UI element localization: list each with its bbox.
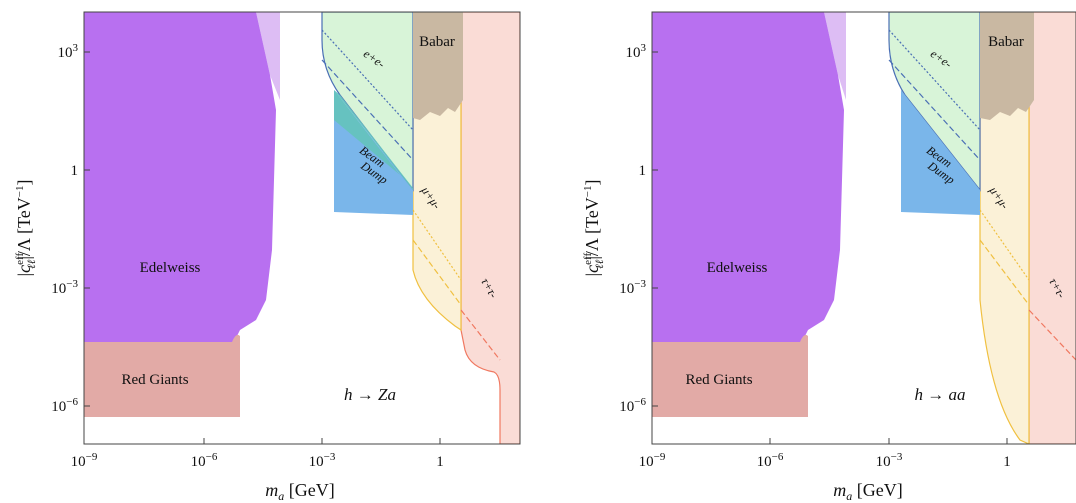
tautau-region-right bbox=[1028, 12, 1076, 444]
ee-dotted-line bbox=[321, 29, 414, 131]
edelweiss-region bbox=[84, 12, 276, 342]
right-ytick-1: 1 bbox=[639, 163, 647, 179]
mumu-region-right bbox=[979, 12, 1030, 444]
beam-dump-overlap-2 bbox=[334, 90, 400, 175]
left-axes-frame bbox=[83, 11, 521, 445]
left-xtick-1e-3: 10−3 bbox=[309, 451, 336, 470]
tautau-dashed-line-right bbox=[1028, 309, 1076, 361]
ee-region-right bbox=[888, 12, 981, 192]
tautau-region bbox=[460, 12, 520, 444]
ee-dashed-line-right bbox=[888, 59, 981, 161]
left-ytick-1e-6: 10−6 bbox=[51, 396, 78, 415]
left-xtick-1e-9: 10−9 bbox=[71, 451, 98, 470]
left-ytick-1e-3: 10−3 bbox=[51, 278, 78, 297]
left-ticks bbox=[83, 51, 441, 444]
right-xlabel: ma [GeV] bbox=[833, 480, 902, 503]
mumu-dashed-line-right bbox=[979, 239, 1030, 306]
left-xlabel: ma [GeV] bbox=[265, 480, 334, 503]
left-process-label: h → Za bbox=[344, 385, 396, 404]
left-xtick-1e-6: 10−6 bbox=[191, 451, 218, 470]
left-ytick-1: 1 bbox=[71, 163, 79, 179]
right-ytick-1e-3: 10−3 bbox=[619, 278, 646, 297]
left-edelweiss-label: Edelweiss bbox=[140, 260, 201, 276]
right-ytick-1000: 103 bbox=[626, 42, 647, 61]
left-ytick-1000: 103 bbox=[58, 42, 79, 61]
left-xtick-1: 1 bbox=[436, 454, 444, 470]
right-panel: 103 1 10−3 10−6 10−9 10−6 10−3 1 ma [GeV… bbox=[582, 11, 1076, 503]
babar-region bbox=[413, 12, 463, 120]
red-giants-region-right bbox=[652, 334, 808, 417]
right-babar-label: Babar bbox=[988, 34, 1024, 50]
ee-dotted-line-right bbox=[888, 29, 981, 131]
babar-region-right bbox=[980, 12, 1034, 120]
edelweiss-region-right bbox=[652, 12, 844, 342]
beam-dump-overlap bbox=[334, 90, 413, 190]
red-giants-region bbox=[84, 334, 240, 417]
left-ylabel: |ceffℓℓ|/Λ [TeV−1] bbox=[14, 180, 38, 277]
tautau-dashed-line bbox=[460, 309, 501, 361]
ee-dashed-line bbox=[321, 59, 414, 161]
right-xtick-1e-3: 10−3 bbox=[876, 451, 903, 470]
right-xtick-1e-6: 10−6 bbox=[757, 451, 784, 470]
right-red-giants-label: Red Giants bbox=[685, 372, 752, 388]
left-panel: 103 1 10−3 10−6 10−9 10−6 10−3 1 ma [GeV… bbox=[14, 11, 521, 503]
right-ticks bbox=[651, 51, 1008, 444]
right-ylabel: |ceffℓℓ|/Λ [TeV−1] bbox=[582, 180, 606, 277]
edelweiss-light-region bbox=[256, 12, 280, 100]
left-red-giants-label: Red Giants bbox=[121, 372, 188, 388]
right-edelweiss-label: Edelweiss bbox=[707, 260, 768, 276]
edelweiss-light-region-right bbox=[824, 12, 846, 100]
right-process-label: h → aa bbox=[915, 385, 966, 404]
left-babar-label: Babar bbox=[419, 34, 455, 50]
mumu-dashed-line bbox=[412, 239, 462, 306]
beam-dump-region-right bbox=[901, 90, 980, 215]
right-xtick-1e-9: 10−9 bbox=[639, 451, 666, 470]
right-xtick-1: 1 bbox=[1003, 454, 1011, 470]
right-ytick-1e-6: 10−6 bbox=[619, 396, 646, 415]
right-axes-frame bbox=[651, 11, 1076, 445]
